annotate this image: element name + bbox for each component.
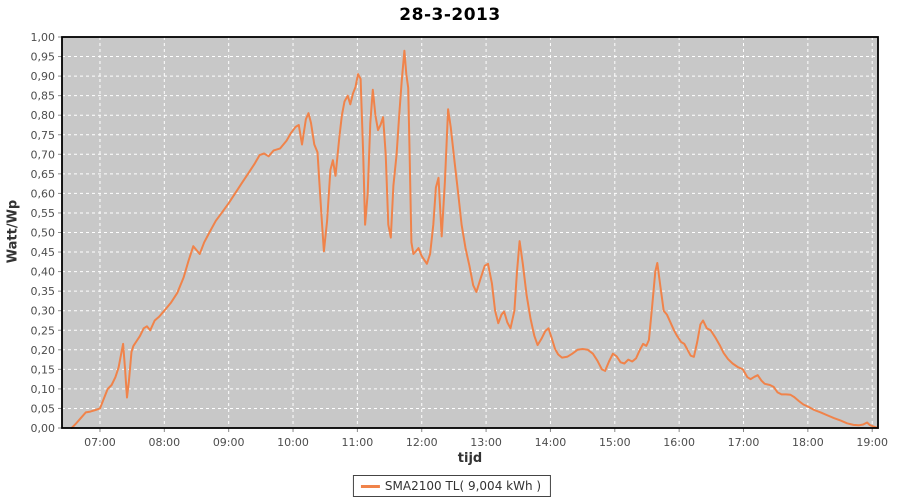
y-tick-label: 0,85 <box>31 90 56 103</box>
y-tick-label: 0,25 <box>31 324 56 337</box>
x-tick-label: 19:00 <box>856 436 888 449</box>
x-tick-label: 16:00 <box>663 436 695 449</box>
y-axis-label: Watt/Wp <box>5 199 21 264</box>
x-tick-label: 17:00 <box>728 436 760 449</box>
x-tick-label: 14:00 <box>535 436 567 449</box>
y-tick-label: 0,10 <box>31 383 56 396</box>
x-tick-label: 09:00 <box>213 436 245 449</box>
y-tick-label: 0,40 <box>31 266 56 279</box>
y-tick-label: 0,50 <box>31 227 56 240</box>
y-tick-label: 0,05 <box>31 402 56 415</box>
plot-border <box>61 36 879 429</box>
y-tick-label: 0,90 <box>31 70 56 83</box>
y-tick-label: 0,80 <box>31 109 56 122</box>
x-tick-label: 10:00 <box>277 436 309 449</box>
y-tick-label: 0,75 <box>31 129 56 142</box>
y-tick-label: 1,00 <box>31 31 56 44</box>
x-tick-label: 08:00 <box>148 436 180 449</box>
x-tick-label: 11:00 <box>342 436 374 449</box>
y-tick-label: 0,55 <box>31 207 56 220</box>
legend: SMA2100 TL( 9,004 kWh ) <box>352 475 552 497</box>
chart-title: 28-3-2013 <box>399 5 501 25</box>
y-tick-label: 0,20 <box>31 344 56 357</box>
legend-label: SMA2100 TL( 9,004 kWh ) <box>384 479 542 493</box>
y-tick-label: 0,35 <box>31 285 56 298</box>
y-tick-label: 0,30 <box>31 305 56 318</box>
x-tick-label: 12:00 <box>406 436 438 449</box>
x-axis-label: tijd <box>457 451 483 466</box>
y-tick-label: 0,60 <box>31 187 56 200</box>
y-tick-label: 0,70 <box>31 148 56 161</box>
x-tick-label: 15:00 <box>599 436 631 449</box>
y-tick-label: 0,45 <box>31 246 56 259</box>
y-tick-label: 0,00 <box>31 422 56 435</box>
y-tick-label: 0,15 <box>31 363 56 376</box>
x-tick-label: 07:00 <box>84 436 116 449</box>
x-tick-label: 18:00 <box>792 436 824 449</box>
y-tick-label: 0,65 <box>31 168 56 181</box>
legend-line-swatch <box>360 484 380 488</box>
series-line <box>70 49 879 429</box>
x-tick-label: 13:00 <box>470 436 502 449</box>
y-tick-label: 0,95 <box>31 51 56 64</box>
